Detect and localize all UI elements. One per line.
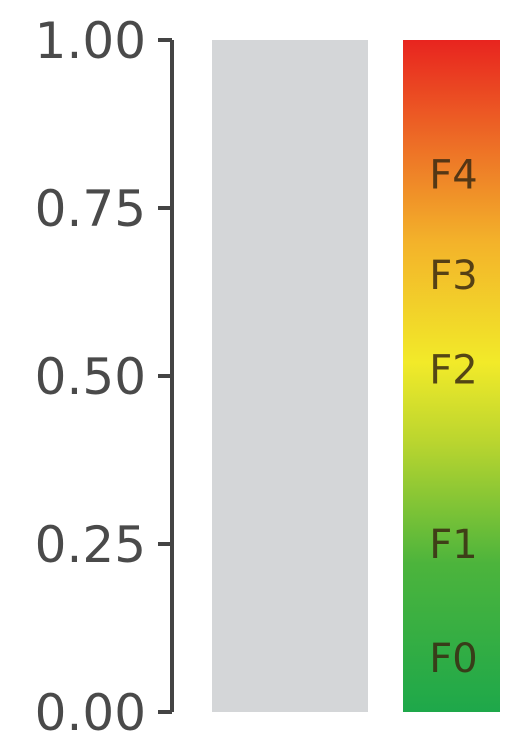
y-tick-label: 0.00 xyxy=(35,684,146,731)
y-axis: 0.00 0.25 0.50 0.75 1.00 xyxy=(35,12,174,731)
y-tick-label: 0.50 xyxy=(35,348,146,406)
stage-label-f3: F3 xyxy=(429,253,477,299)
y-tick-label: 0.25 xyxy=(35,516,146,574)
stage-label-f1: F1 xyxy=(429,522,477,568)
color-scale-gradient xyxy=(403,40,500,712)
y-tick-label: 0.75 xyxy=(35,180,146,238)
bar-area xyxy=(212,40,368,712)
stage-label-f0: F0 xyxy=(429,636,477,682)
y-tick-label: 1.00 xyxy=(35,12,146,70)
stage-label-f4: F4 xyxy=(429,152,477,198)
stage-label-f2: F2 xyxy=(429,347,477,393)
bar-background xyxy=(212,40,368,712)
color-scale: F0 F1 F2 F3 F4 xyxy=(403,40,500,712)
